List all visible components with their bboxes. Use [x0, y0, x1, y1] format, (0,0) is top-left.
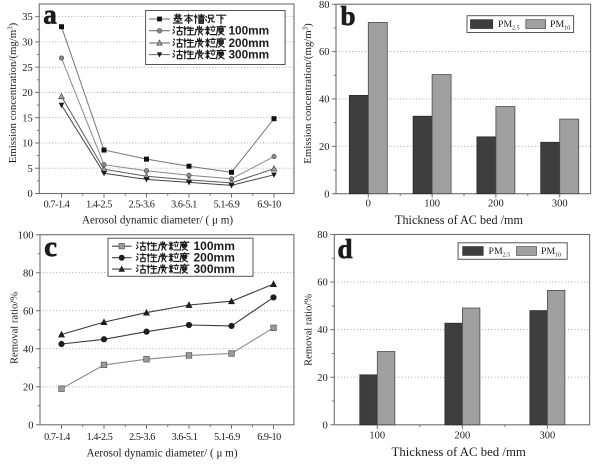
svg-text:60: 60	[23, 306, 34, 317]
svg-text:0.7-1.4: 0.7-1.4	[44, 200, 70, 211]
svg-text:100mm: 100mm	[229, 24, 270, 38]
svg-text:100: 100	[369, 430, 385, 441]
svg-text:200: 200	[488, 199, 504, 210]
svg-text:b: b	[340, 1, 355, 31]
svg-text:0.7-1.4: 0.7-1.4	[44, 432, 70, 443]
svg-text:200: 200	[455, 430, 471, 441]
svg-text:Removal ratio/%: Removal ratio/%	[9, 292, 20, 364]
svg-text:35: 35	[22, 12, 33, 23]
svg-text:20: 20	[23, 382, 34, 393]
svg-text:25: 25	[22, 63, 33, 74]
svg-text:100: 100	[18, 230, 34, 241]
svg-text:300: 300	[552, 199, 568, 210]
svg-text:2.5-3.6: 2.5-3.6	[129, 432, 155, 443]
svg-text:80: 80	[23, 268, 34, 279]
svg-text:200mm: 200mm	[229, 36, 270, 50]
svg-text:0: 0	[27, 189, 32, 200]
svg-text:10: 10	[22, 139, 33, 150]
svg-text:20: 20	[317, 373, 328, 384]
svg-text:Aerosol dynamic diameter/ ( μ: Aerosol dynamic diameter/ ( μ m)	[86, 448, 237, 460]
svg-text:6.9-10: 6.9-10	[257, 432, 281, 443]
svg-text:Emission concentration/(mg/m3): Emission concentration/(mg/m3)	[6, 22, 18, 163]
svg-text:60: 60	[317, 278, 328, 289]
svg-text:40: 40	[23, 344, 34, 355]
svg-text:6.9-10: 6.9-10	[257, 200, 281, 211]
svg-text:3.6-5.1: 3.6-5.1	[172, 432, 198, 443]
svg-text:2.5-3.6: 2.5-3.6	[129, 200, 155, 211]
svg-text:1.4-2.5: 1.4-2.5	[86, 200, 112, 211]
svg-text:5.1-6.9: 5.1-6.9	[214, 432, 240, 443]
svg-text:Emission concentration/(mg/m3): Emission concentration/(mg/m3)	[301, 23, 314, 164]
svg-text:100mm: 100mm	[194, 239, 235, 253]
svg-text:80: 80	[317, 230, 328, 241]
svg-text:40: 40	[319, 95, 330, 106]
svg-text:20: 20	[319, 142, 330, 153]
svg-text:Thickness of AC bed /mm: Thickness of AC bed /mm	[395, 213, 523, 227]
svg-text:1.4-2.5: 1.4-2.5	[87, 432, 113, 443]
svg-text:0: 0	[28, 420, 33, 431]
svg-text:60: 60	[319, 47, 330, 58]
svg-text:0: 0	[323, 420, 328, 431]
svg-text:Thickness of AC bed /mm: Thickness of AC bed /mm	[392, 445, 526, 459]
svg-text:20: 20	[22, 88, 33, 99]
svg-text:300: 300	[540, 430, 556, 441]
svg-text:5.1-6.9: 5.1-6.9	[214, 200, 240, 211]
svg-text:Removal ratio/%: Removal ratio/%	[303, 294, 314, 366]
svg-text:80: 80	[319, 0, 330, 11]
svg-text:200mm: 200mm	[194, 251, 235, 265]
svg-text:30: 30	[22, 38, 33, 49]
svg-text:0: 0	[324, 189, 329, 200]
svg-text:15: 15	[22, 113, 33, 124]
svg-text:100: 100	[424, 199, 440, 210]
svg-text:c: c	[44, 231, 57, 263]
svg-text:d: d	[337, 234, 352, 264]
svg-text:Aerosol dynamic diameter/ ( μ: Aerosol dynamic diameter/ ( μ m)	[82, 215, 233, 227]
svg-text:5: 5	[27, 164, 32, 175]
svg-text:0: 0	[366, 199, 371, 210]
svg-text:3.6-5.1: 3.6-5.1	[171, 200, 197, 211]
svg-text:a: a	[43, 0, 57, 29]
svg-text:300mm: 300mm	[194, 262, 235, 276]
svg-text:40: 40	[317, 325, 328, 336]
svg-text:300mm: 300mm	[229, 47, 270, 61]
